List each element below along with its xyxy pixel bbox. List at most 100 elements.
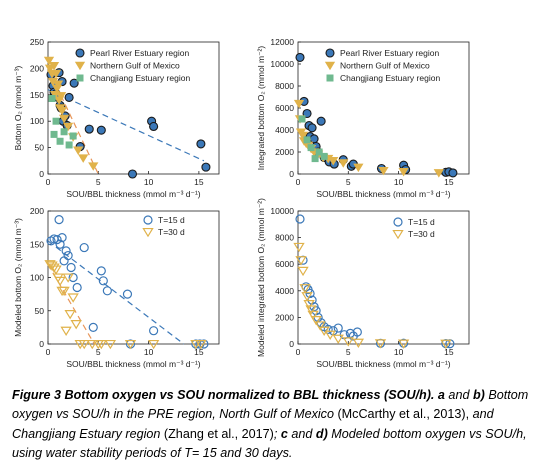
data-point <box>338 159 349 168</box>
data-point <box>57 233 67 243</box>
y-tick-label: 8000 <box>275 233 294 243</box>
x-tick-label: 0 <box>296 347 301 357</box>
y-tick-label: 4000 <box>275 125 294 135</box>
data-point <box>316 116 326 126</box>
data-point <box>293 99 305 109</box>
data-point <box>293 242 305 253</box>
data-point <box>311 155 319 163</box>
data-point <box>79 242 89 253</box>
data-point <box>78 339 90 350</box>
caption-panel-c: c <box>280 426 288 441</box>
caption-text: and Changjiang Estuary region <box>12 407 494 441</box>
data-point <box>50 130 58 138</box>
data-point <box>88 162 99 171</box>
data-point <box>196 139 206 149</box>
data-point <box>433 169 444 178</box>
legend-label: Northern Gulf of Mexico <box>90 61 180 71</box>
data-point <box>52 80 64 89</box>
data-point <box>305 288 315 299</box>
data-point <box>314 321 326 331</box>
data-point <box>323 324 333 334</box>
x-tick-label: 5 <box>346 177 351 187</box>
x-tick-label: 10 <box>144 177 154 187</box>
y-tick-label: 8000 <box>275 81 294 91</box>
data-point <box>320 152 328 160</box>
x-axis-label: SOU/BBL thickness (mmol m⁻³ d⁻¹) <box>316 359 450 369</box>
data-point <box>342 337 354 347</box>
caption-text: and <box>444 388 473 402</box>
data-point <box>96 266 106 276</box>
data-point <box>333 323 343 333</box>
legend-marker <box>325 48 335 58</box>
data-point <box>149 121 159 132</box>
data-point <box>43 56 55 66</box>
data-point <box>60 128 68 136</box>
data-point <box>324 330 336 340</box>
legend-label: T=30 d <box>408 229 435 239</box>
x-tick-label: 5 <box>346 347 351 357</box>
legend-label: T=15 d <box>158 215 185 225</box>
data-point <box>69 78 79 88</box>
caption-text: and <box>287 426 316 441</box>
data-point <box>73 146 84 155</box>
data-point <box>65 141 73 149</box>
data-point <box>122 289 133 299</box>
y-tick-label: 150 <box>30 90 44 100</box>
y-tick-label: 50 <box>35 306 45 316</box>
legend-marker <box>393 217 403 227</box>
data-point <box>149 326 159 336</box>
data-point <box>127 169 138 179</box>
legend-marker <box>74 61 86 71</box>
caption-citation: (McCarthy et al., 2013), <box>337 407 470 422</box>
y-tick-label: 100 <box>30 116 44 126</box>
data-point <box>309 134 319 144</box>
data-point <box>58 114 70 124</box>
caption-text: Bottom oxygen vs SOU/h in the PRE region… <box>12 388 529 422</box>
plot-area-frame <box>297 210 470 345</box>
legend-marker <box>143 215 153 225</box>
data-point <box>303 136 311 144</box>
data-point <box>297 266 309 277</box>
y-tick-label: 150 <box>30 239 44 249</box>
y-tick-label: 6000 <box>275 259 294 269</box>
data-point <box>378 166 389 176</box>
legend-marker <box>75 48 85 58</box>
data-point <box>353 163 364 173</box>
y-tick-label: 10000 <box>270 59 294 69</box>
y-tick-label: 4000 <box>275 286 294 296</box>
data-point <box>52 234 62 245</box>
x-axis-label: SOU/BBL thickness (mmol m⁻³ d⁻¹) <box>316 189 450 199</box>
data-point <box>201 162 211 172</box>
x-tick-label: 0 <box>46 347 51 357</box>
y-tick-label: 50 <box>35 143 45 153</box>
y-tick-label: 6000 <box>275 103 294 113</box>
data-point <box>64 310 76 320</box>
data-point <box>104 339 117 350</box>
data-point <box>352 327 362 337</box>
data-point <box>56 106 68 116</box>
data-point <box>48 94 56 102</box>
caption-panel-b: b) <box>472 388 485 402</box>
x-tick-label: 0 <box>296 177 301 187</box>
y-tick-label: 10000 <box>270 206 294 216</box>
x-tick-label: 15 <box>444 177 454 187</box>
caption-title: Figure 3 Bottom oxygen vs SOU normalized… <box>12 388 435 402</box>
data-point <box>102 286 112 296</box>
data-point <box>63 250 73 261</box>
data-point <box>54 276 66 287</box>
legend-label: Changjiang Estuary region <box>340 73 440 83</box>
legend-marker <box>142 227 154 238</box>
data-point <box>195 339 207 350</box>
data-point <box>86 339 98 350</box>
data-point <box>147 339 160 350</box>
data-point <box>56 137 64 145</box>
data-point <box>62 273 74 283</box>
x-tick-label: 10 <box>394 177 404 187</box>
series-square <box>298 115 328 163</box>
data-point <box>307 123 317 133</box>
x-tick-label: 0 <box>46 177 51 187</box>
caption-text: ; <box>273 426 281 441</box>
y-tick-label: 0 <box>289 169 294 179</box>
data-point <box>315 148 323 156</box>
